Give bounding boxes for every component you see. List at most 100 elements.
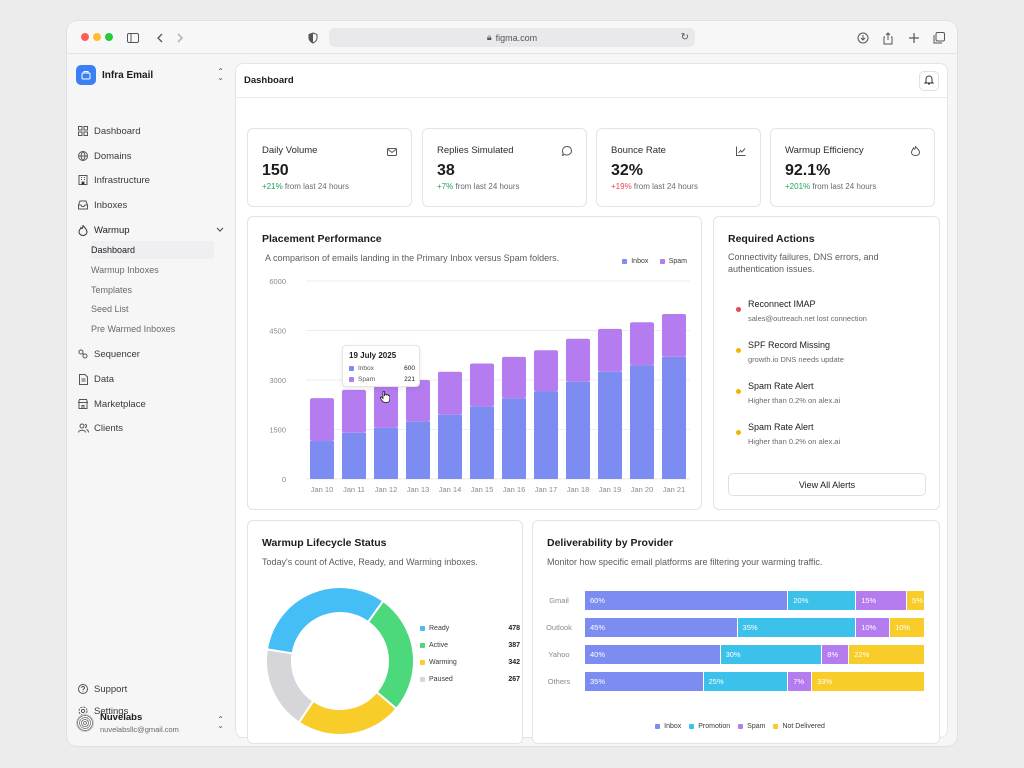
sidebar-item-data[interactable]: Data — [76, 369, 224, 389]
bar-segment-promotion[interactable]: 35% — [737, 618, 857, 637]
legend-item-inbox: Inbox — [655, 723, 681, 730]
gear-icon — [76, 706, 90, 716]
sidebar-item-marketplace[interactable]: Marketplace — [76, 394, 224, 414]
legend-label: Warming — [429, 659, 457, 666]
submenu-item-templates[interactable]: Templates — [91, 281, 214, 299]
forward-icon[interactable] — [172, 30, 188, 46]
chevron-updown-icon: ⌃ ⌄ — [217, 67, 224, 82]
bar-segment-spam[interactable]: 8% — [822, 645, 850, 664]
bar-inbox[interactable] — [566, 381, 590, 479]
address-bar[interactable]: 🔒︎ figma.com ↻ — [329, 28, 695, 47]
bar-spam[interactable] — [598, 328, 622, 372]
user-menu[interactable]: Nuvelabs nuvelabsllc@gmail.com ⌃ ⌄ — [76, 709, 224, 737]
bar-inbox[interactable] — [630, 365, 654, 479]
sidebar-item-sequencer[interactable]: Sequencer — [76, 344, 224, 364]
bar-inbox[interactable] — [662, 356, 686, 479]
bar-segment-spam[interactable]: 15% — [856, 591, 908, 610]
download-icon[interactable] — [855, 30, 871, 46]
bar-spam[interactable] — [406, 380, 430, 422]
bar-inbox[interactable] — [470, 406, 494, 479]
submenu-item-dashboard[interactable]: Dashboard — [91, 241, 214, 259]
bar-segment-not-delivered[interactable]: 10% — [890, 618, 924, 637]
sidebar-item-inboxes[interactable]: Inboxes — [76, 195, 224, 215]
bar-inbox[interactable] — [374, 427, 398, 479]
legend-item-not-delivered: Not Delivered — [773, 723, 825, 730]
bar-spam[interactable] — [534, 350, 558, 392]
bar-segment-spam[interactable]: 10% — [856, 618, 891, 637]
sidebar-toggle-icon[interactable] — [125, 30, 141, 46]
sidebar-item-support[interactable]: Support — [76, 679, 224, 699]
bar-segment-inbox[interactable]: 45% — [585, 618, 738, 637]
notifications-button[interactable] — [919, 71, 939, 91]
bar-inbox[interactable] — [310, 441, 334, 479]
bar-segment-not-delivered[interactable]: 33% — [812, 672, 924, 691]
sidebar-item-dashboard[interactable]: Dashboard — [76, 121, 224, 141]
submenu-item-warmup-inboxes[interactable]: Warmup Inboxes — [91, 261, 214, 279]
donut-slice-ready[interactable] — [265, 586, 385, 655]
bar-spam[interactable] — [438, 371, 462, 415]
close-window-button[interactable] — [81, 33, 89, 41]
bar-spam[interactable] — [470, 363, 494, 407]
donut-slice-paused[interactable] — [265, 648, 315, 724]
maximize-window-button[interactable] — [105, 33, 113, 41]
x-tick-label: Jan 13 — [407, 485, 430, 494]
workspace-switcher[interactable]: Infra Email ⌃ ⌄ — [76, 64, 224, 86]
card-description: Monitor how specific email platforms are… — [547, 557, 823, 567]
alert-item[interactable]: Spam Rate Alert Higher than 0.2% on alex.… — [728, 381, 918, 411]
alert-item[interactable]: Spam Rate Alert Higher than 0.2% on alex.… — [728, 422, 918, 452]
bar-inbox[interactable] — [502, 398, 526, 479]
bar-spam[interactable] — [342, 389, 366, 433]
bar-inbox[interactable] — [342, 432, 366, 479]
submenu-item-pre-warmed-inboxes[interactable]: Pre Warmed Inboxes — [91, 320, 214, 338]
sidebar-item-warmup[interactable]: Warmup — [76, 220, 224, 240]
submenu-item-seed-list[interactable]: Seed List — [91, 300, 214, 318]
bar-segment-spam[interactable]: 7% — [788, 672, 813, 691]
sidebar-item-infrastructure[interactable]: Infrastructure — [76, 170, 224, 190]
bar-segment-inbox[interactable]: 40% — [585, 645, 721, 664]
bar-spam[interactable] — [630, 322, 654, 366]
alert-item[interactable]: Reconnect IMAP sales@outreach.net lost co… — [728, 299, 918, 329]
bar-segment-promotion[interactable]: 25% — [703, 672, 789, 691]
bar-segment-not-delivered[interactable]: 22% — [849, 645, 924, 664]
bar-spam[interactable] — [310, 398, 334, 442]
tooltip-label: Inbox — [358, 365, 374, 372]
sidebar-item-label: Warmup — [94, 224, 130, 236]
alert-item[interactable]: SPF Record Missing growth.io DNS needs up… — [728, 340, 918, 370]
share-icon[interactable] — [880, 30, 896, 46]
bar-spam[interactable] — [374, 384, 398, 428]
legend-swatch — [420, 677, 425, 682]
view-all-alerts-button[interactable]: View All Alerts — [728, 473, 926, 496]
card-description: A comparison of emails landing in the Pr… — [265, 253, 560, 263]
legend-label: Inbox — [631, 258, 649, 265]
provider-bar-row: 45% 35% 10% 10% — [585, 618, 924, 637]
bar-segment-inbox[interactable]: 60% — [585, 591, 789, 610]
reload-icon[interactable]: ↻ — [680, 32, 689, 43]
sidebar-item-domains[interactable]: Domains — [76, 146, 224, 166]
legend-item-promotion: Promotion — [689, 723, 730, 730]
bar-inbox[interactable] — [438, 414, 462, 479]
bar-segment-promotion[interactable]: 30% — [720, 645, 823, 664]
bar-spam[interactable] — [662, 314, 686, 357]
minimize-window-button[interactable] — [93, 33, 101, 41]
back-icon[interactable] — [152, 30, 168, 46]
stat-delta: +21% from last 24 hours — [262, 182, 349, 191]
new-tab-icon[interactable] — [906, 30, 922, 46]
bar-inbox[interactable] — [406, 421, 430, 479]
tabs-overview-icon[interactable] — [931, 30, 947, 46]
segment-value-label: 30% — [725, 650, 741, 659]
bar-spam[interactable] — [502, 356, 526, 399]
browser-toolbar: 🔒︎ figma.com ↻ — [67, 21, 957, 54]
bar-inbox[interactable] — [534, 391, 558, 479]
bar-inbox[interactable] — [598, 371, 622, 479]
cursor-hand-icon — [380, 390, 391, 406]
sidebar-item-settings[interactable]: Settings — [76, 701, 224, 721]
bar-segment-promotion[interactable]: 20% — [788, 591, 857, 610]
brand-name: Infra Email — [102, 69, 154, 81]
bar-segment-inbox[interactable]: 35% — [585, 672, 704, 691]
sidebar-item-clients[interactable]: Clients — [76, 418, 224, 438]
chevron-down-icon — [216, 225, 224, 236]
bar-segment-not-delivered[interactable]: 5% — [907, 591, 924, 610]
donut-slice-warming[interactable] — [297, 690, 398, 736]
bar-spam[interactable] — [566, 338, 590, 382]
shield-icon[interactable] — [305, 30, 321, 46]
